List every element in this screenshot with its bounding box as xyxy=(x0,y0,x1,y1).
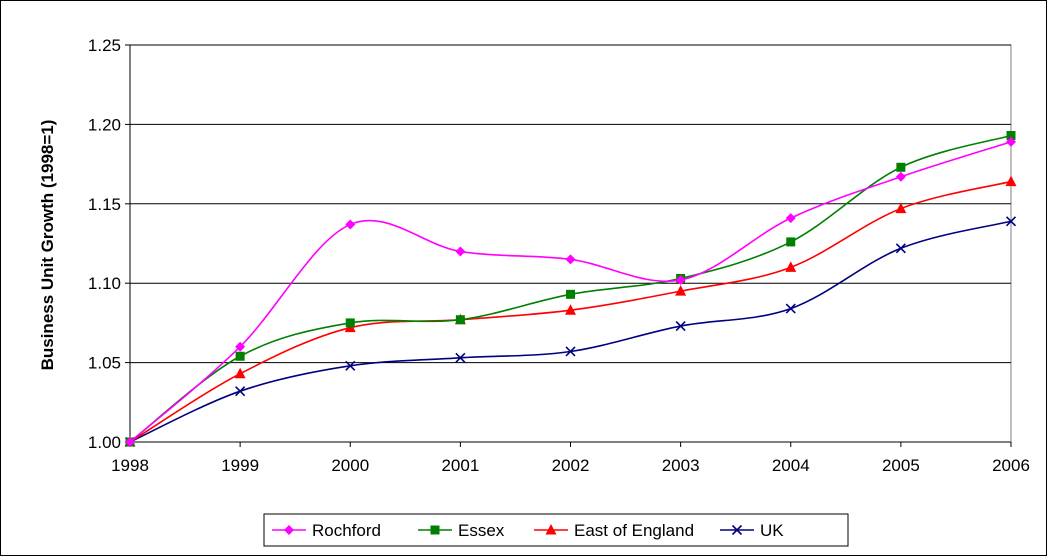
data-point-rochford xyxy=(125,437,135,447)
y-tick-label: 1.10 xyxy=(88,274,121,293)
y-tick-label: 1.20 xyxy=(88,115,121,134)
x-tick-label: 2005 xyxy=(882,456,920,475)
x-mark-stroke xyxy=(235,386,246,397)
y-tick-label: 1.25 xyxy=(88,36,121,55)
y-axis-title: Business Unit Growth (1998=1) xyxy=(38,120,57,371)
legend-label-essex: Essex xyxy=(458,521,505,540)
data-point-uk xyxy=(895,243,906,254)
y-tick-label: 1.00 xyxy=(88,433,121,452)
data-point-essex xyxy=(896,162,906,172)
data-point-rochford xyxy=(455,246,466,257)
data-point-essex xyxy=(455,315,465,325)
x-tick-label: 2001 xyxy=(441,456,479,475)
data-point-rochford xyxy=(565,254,576,265)
data-point-uk xyxy=(455,352,466,363)
x-mark-stroke xyxy=(675,321,686,332)
data-point-east-of-england xyxy=(234,367,246,379)
data-point-uk xyxy=(345,360,356,371)
data-point-rochford xyxy=(1006,136,1016,147)
y-tick-label: 1.05 xyxy=(88,354,121,373)
x-tick-label: 1999 xyxy=(221,456,259,475)
data-point-east-of-england xyxy=(785,261,797,272)
data-point-east-of-england xyxy=(1005,175,1017,187)
y-tick-label: 1.15 xyxy=(88,195,121,214)
plot-area xyxy=(129,44,1012,443)
data-point-rochford xyxy=(895,171,906,182)
x-mark-stroke xyxy=(345,360,356,371)
x-mark-stroke xyxy=(565,346,576,357)
series-line-essex xyxy=(129,134,1012,443)
x-tick-label: 2002 xyxy=(552,456,590,475)
legend-marker-rochford xyxy=(284,525,294,535)
x-tick-label: 1998 xyxy=(111,456,149,475)
data-point-uk xyxy=(235,386,246,397)
legend-marker-east-of-england xyxy=(545,524,557,535)
data-point-rochford xyxy=(345,219,356,230)
series-line-rochford xyxy=(129,141,1012,443)
x-mark-stroke xyxy=(731,524,743,536)
data-point-uk xyxy=(565,346,576,357)
axes: 1.00 1.05 1.10 1.15 1.20 1.25 1998 1999 2000 2001… xyxy=(88,36,1030,475)
series-lines xyxy=(124,131,1017,448)
data-point-east-of-england xyxy=(565,304,576,315)
legend-label-rochford: Rochford xyxy=(312,521,381,540)
x-tick-label: 2003 xyxy=(662,456,700,475)
data-point-essex xyxy=(786,237,796,247)
gridlines xyxy=(129,44,1012,443)
data-point-rochford xyxy=(785,213,796,224)
x-mark-stroke xyxy=(455,352,466,363)
data-point-uk xyxy=(1005,216,1017,227)
x-mark-stroke xyxy=(1005,216,1017,227)
x-tick-label: 2004 xyxy=(772,456,810,475)
data-point-uk xyxy=(675,321,686,332)
legend: Rochford Essex East of England UK xyxy=(263,513,849,547)
data-point-rochford xyxy=(235,341,246,352)
data-point-essex xyxy=(566,289,575,299)
legend-marker-uk xyxy=(731,524,743,536)
data-point-east-of-england xyxy=(895,202,907,214)
x-tick-label: 2006 xyxy=(992,456,1030,475)
legend-label-east-of-england: East of England xyxy=(574,521,694,540)
data-point-uk xyxy=(785,303,796,314)
data-point-east-of-england xyxy=(675,285,687,296)
series-line-uk xyxy=(129,220,1012,443)
data-point-essex xyxy=(345,318,355,328)
legend-marker-essex xyxy=(430,525,440,535)
data-point-rochford xyxy=(675,275,686,286)
x-tick-label: 2000 xyxy=(331,456,369,475)
x-mark-stroke xyxy=(785,303,796,314)
data-point-essex xyxy=(1006,131,1016,141)
data-point-essex xyxy=(235,351,245,361)
x-mark-stroke xyxy=(895,243,906,254)
legend-label-uk: UK xyxy=(760,521,784,540)
